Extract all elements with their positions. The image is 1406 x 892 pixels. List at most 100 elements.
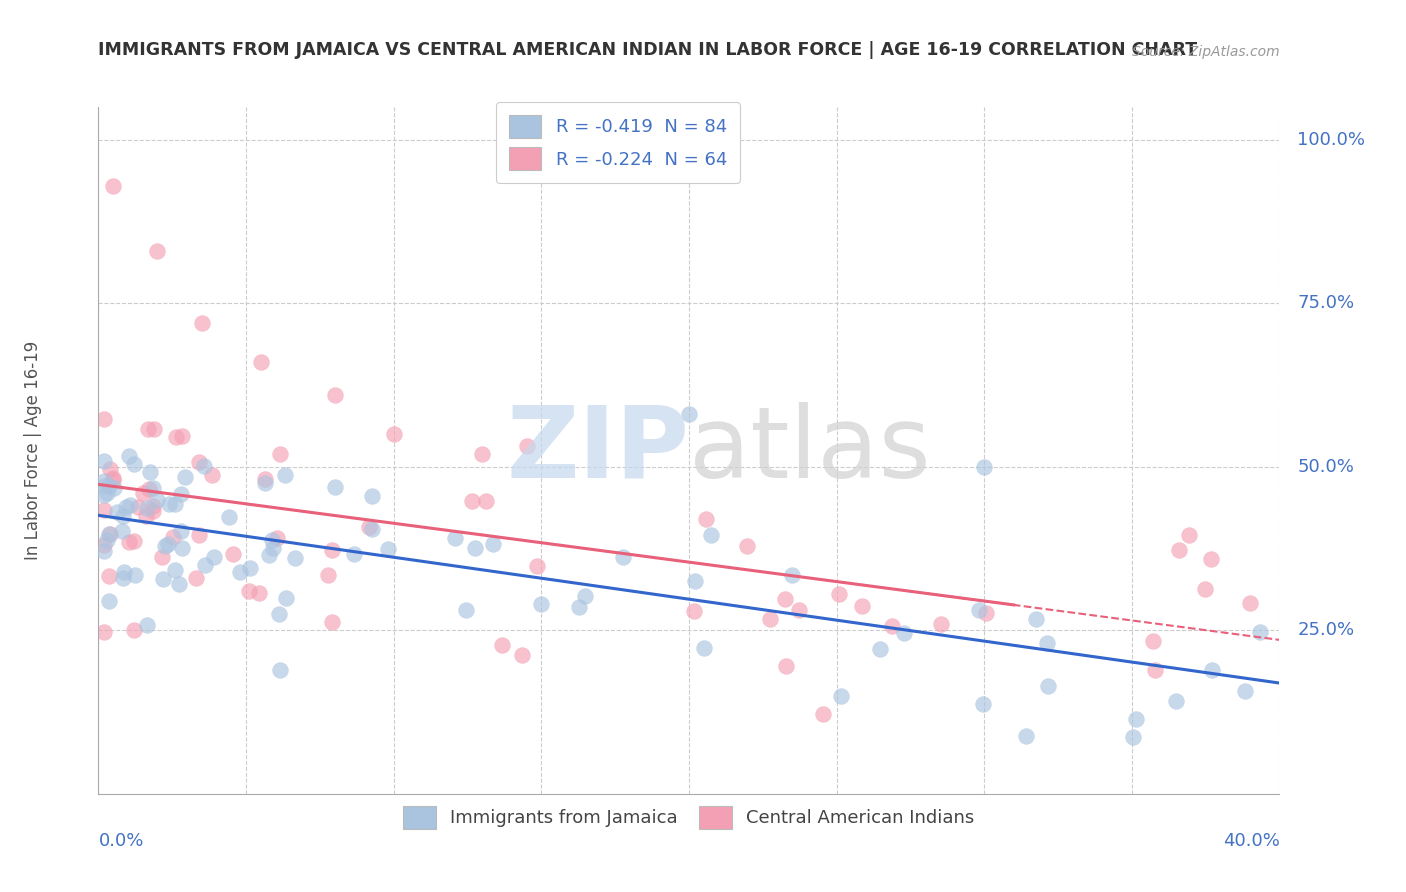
Point [491, 638, 513, 652]
Text: 100.0%: 100.0% [1298, 131, 1365, 149]
Point [188, 528, 211, 542]
Point [851, 599, 873, 613]
Point [194, 558, 217, 572]
Point [254, 476, 277, 491]
Text: 0.0%: 0.0% [98, 831, 143, 850]
Point [155, 539, 177, 553]
Point [967, 603, 990, 617]
Point [1164, 694, 1187, 708]
Point [471, 447, 494, 461]
Point [253, 473, 276, 487]
Point [117, 450, 139, 464]
Point [683, 604, 706, 618]
Point [1168, 542, 1191, 557]
Point [165, 563, 187, 577]
Point [1249, 625, 1271, 640]
Point [103, 481, 125, 495]
Point [1035, 636, 1057, 650]
Point [269, 447, 291, 461]
Point [1194, 582, 1216, 596]
Point [444, 531, 467, 545]
Point [191, 316, 214, 330]
Point [111, 524, 134, 539]
Point [136, 501, 159, 516]
Point [229, 565, 252, 579]
Point [1201, 663, 1223, 677]
Point [530, 597, 553, 611]
Point [139, 465, 162, 479]
Point [150, 549, 173, 564]
Point [93, 454, 115, 468]
Point [893, 626, 915, 640]
Point [136, 421, 159, 435]
Point [269, 663, 291, 677]
Point [98, 526, 121, 541]
Point [828, 587, 851, 601]
Point [142, 481, 165, 495]
Point [250, 355, 273, 369]
Point [1143, 663, 1166, 677]
Text: atlas: atlas [689, 402, 931, 499]
Point [830, 689, 852, 703]
Point [377, 541, 399, 556]
Point [146, 493, 169, 508]
Point [695, 512, 717, 526]
Point [97, 527, 120, 541]
Point [124, 568, 146, 582]
Point [222, 547, 245, 561]
Point [775, 592, 797, 607]
Point [93, 411, 115, 425]
Point [382, 427, 405, 442]
Point [759, 612, 782, 626]
Legend: Immigrants from Jamaica, Central American Indians: Immigrants from Jamaica, Central America… [396, 798, 981, 837]
Point [111, 571, 134, 585]
Point [124, 623, 146, 637]
Point [138, 482, 160, 496]
Point [1038, 679, 1060, 693]
Point [93, 479, 115, 493]
Text: ZIP: ZIP [506, 402, 689, 499]
Point [343, 547, 366, 561]
Point [284, 551, 307, 566]
Point [239, 560, 262, 574]
Point [516, 439, 538, 453]
Point [267, 607, 290, 621]
Point [105, 505, 128, 519]
Point [1025, 612, 1047, 626]
Point [165, 430, 187, 444]
Point [1142, 634, 1164, 648]
Point [262, 541, 284, 555]
Text: Source: ZipAtlas.com: Source: ZipAtlas.com [1132, 45, 1279, 59]
Point [112, 566, 135, 580]
Point [170, 541, 193, 555]
Point [882, 619, 904, 633]
Point [1239, 596, 1261, 610]
Text: 25.0%: 25.0% [1298, 622, 1354, 640]
Point [115, 500, 138, 514]
Point [96, 486, 118, 500]
Point [135, 509, 157, 524]
Point [359, 519, 381, 533]
Point [475, 494, 498, 508]
Text: 40.0%: 40.0% [1223, 831, 1279, 850]
Point [526, 558, 548, 573]
Point [98, 569, 121, 583]
Point [165, 497, 187, 511]
Point [323, 480, 346, 494]
Text: 50.0%: 50.0% [1298, 458, 1354, 475]
Point [184, 571, 207, 585]
Point [678, 408, 700, 422]
Point [1178, 528, 1201, 542]
Point [574, 590, 596, 604]
Point [93, 488, 115, 502]
Point [118, 534, 141, 549]
Point [157, 497, 180, 511]
Point [461, 493, 484, 508]
Point [973, 459, 995, 474]
Point [142, 422, 165, 436]
Point [612, 549, 634, 564]
Point [1015, 729, 1038, 743]
Point [693, 641, 716, 656]
Point [120, 498, 142, 512]
Point [142, 499, 165, 513]
